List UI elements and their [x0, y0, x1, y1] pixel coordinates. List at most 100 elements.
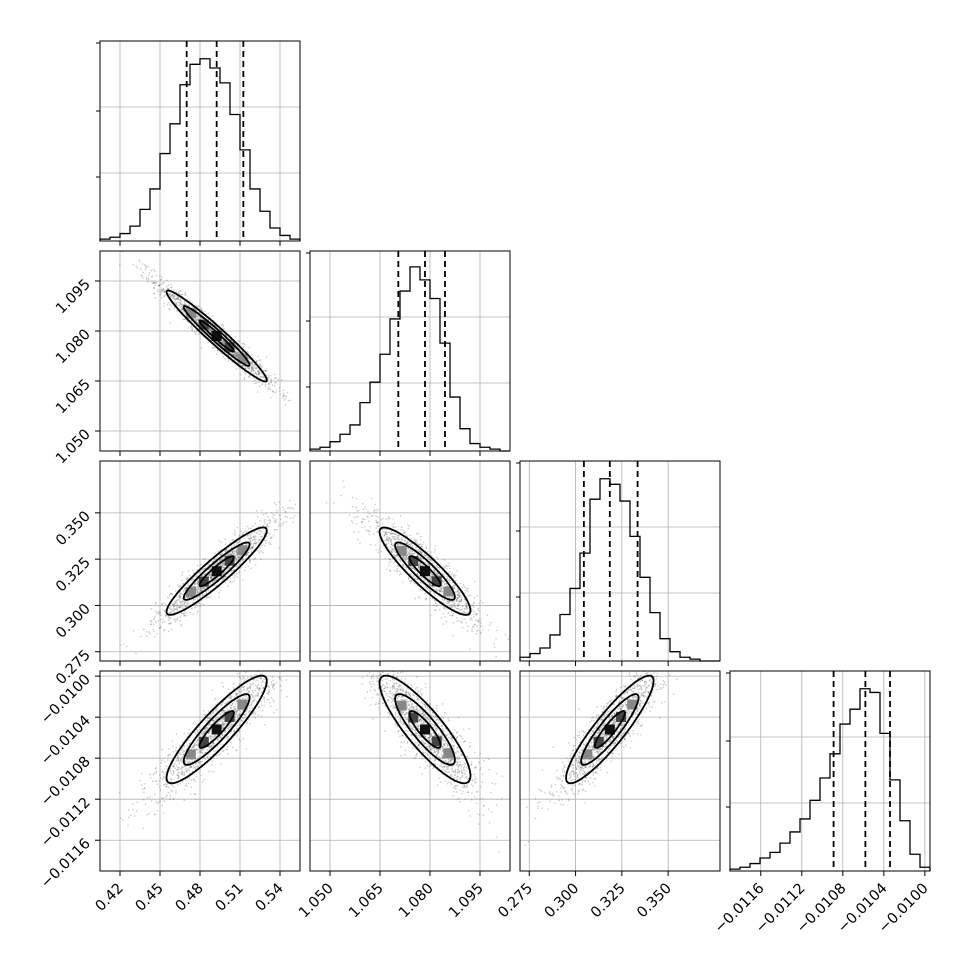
scatter-point: [250, 369, 253, 372]
scatter-point: [443, 599, 446, 602]
scatter-point: [135, 810, 138, 812]
scatter-point: [413, 581, 415, 584]
scatter-point: [196, 590, 199, 593]
scatter-point: [177, 771, 180, 774]
scatter-point: [229, 567, 231, 569]
scatter-point: [456, 594, 459, 596]
scatter-point: [169, 612, 171, 614]
scatter-point: [457, 597, 459, 599]
scatter-point: [285, 664, 287, 666]
scatter-point: [421, 582, 423, 585]
scatter-point: [276, 650, 278, 652]
scatter-point: [153, 281, 156, 284]
scatter-point: [234, 354, 236, 356]
scatter-point: [183, 601, 186, 604]
scatter-point: [399, 515, 402, 517]
scatter-point: [418, 551, 421, 553]
scatter-point: [257, 370, 260, 373]
scatter-point: [280, 525, 282, 527]
scatter-point: [273, 683, 275, 685]
scatter-point: [414, 540, 416, 543]
scatter-point: [168, 798, 171, 801]
scatter-point: [198, 333, 201, 335]
scatter-point: [456, 600, 458, 602]
scatter-point: [440, 588, 443, 591]
scatter-point: [475, 619, 477, 622]
scatter-point: [232, 544, 235, 546]
scatter-point: [226, 548, 228, 550]
scatter-point: [434, 548, 436, 551]
scatter-point: [222, 572, 225, 574]
scatter-point: [141, 274, 143, 277]
scatter-point: [209, 582, 211, 585]
scatter-point: [172, 606, 175, 608]
scatter-point: [418, 567, 420, 569]
scatter-point: [479, 600, 482, 602]
scatter-point: [435, 572, 438, 575]
scatter-point: [419, 564, 422, 567]
scatter-point: [410, 582, 412, 584]
scatter-point: [449, 605, 451, 608]
scatter-point: [384, 532, 387, 535]
scatter-point: [409, 549, 411, 551]
scatter-point: [174, 299, 177, 301]
scatter-point: [460, 608, 463, 610]
scatter-point: [238, 534, 241, 536]
scatter-point: [253, 539, 255, 542]
scatter-point: [181, 756, 184, 759]
scatter-point: [419, 557, 422, 559]
scatter-point: [266, 370, 268, 372]
scatter-point: [373, 509, 376, 511]
scatter-point: [258, 519, 261, 522]
scatter-point: [236, 551, 238, 554]
scatter-point: [258, 706, 260, 708]
scatter-point: [255, 535, 257, 538]
scatter-point: [254, 564, 257, 566]
scatter-point: [220, 541, 223, 544]
scatter-point: [243, 371, 246, 374]
scatter-point: [427, 581, 429, 584]
scatter-point: [162, 771, 164, 774]
scatter-point: [250, 546, 253, 549]
scatter-point: [272, 390, 274, 393]
scatter-point: [175, 608, 178, 610]
scatter-point: [184, 313, 187, 315]
scatter-point: [397, 564, 399, 567]
scatter-point: [203, 587, 205, 590]
scatter-point: [191, 327, 194, 330]
scatter-point: [409, 566, 412, 568]
scatter-point: [410, 553, 413, 555]
scatter-point: [486, 614, 489, 617]
scatter-point: [259, 359, 262, 361]
scatter-point: [273, 501, 276, 504]
scatter-point: [268, 690, 270, 693]
scatter-point: [179, 751, 181, 754]
scatter-point: [176, 295, 178, 297]
scatter-point: [262, 513, 265, 516]
scatter-point: [259, 532, 262, 534]
scatter-point: [183, 613, 186, 615]
scatter-point: [267, 693, 270, 696]
scatter-point: [167, 753, 170, 756]
scatter-point: [169, 293, 171, 296]
scatter-point: [245, 543, 248, 546]
scatter-point: [237, 541, 240, 544]
scatter-point: [209, 577, 212, 580]
density-cell: [408, 556, 419, 567]
scatter-point: [355, 506, 357, 509]
scatter-point: [201, 760, 204, 762]
scatter-point: [419, 563, 421, 566]
scatter-point: [276, 664, 278, 666]
scatter-point: [181, 300, 183, 303]
scatter-point: [258, 530, 261, 532]
scatter-point: [213, 750, 215, 753]
scatter-point: [183, 610, 186, 613]
scatter-point: [454, 574, 457, 577]
scatter-point: [167, 284, 170, 287]
scatter-point: [418, 543, 421, 546]
scatter-point: [169, 770, 171, 772]
scatter-point: [222, 340, 225, 342]
scatter-point: [238, 556, 240, 559]
scatter-point: [416, 573, 419, 575]
scatter-point: [435, 565, 437, 567]
